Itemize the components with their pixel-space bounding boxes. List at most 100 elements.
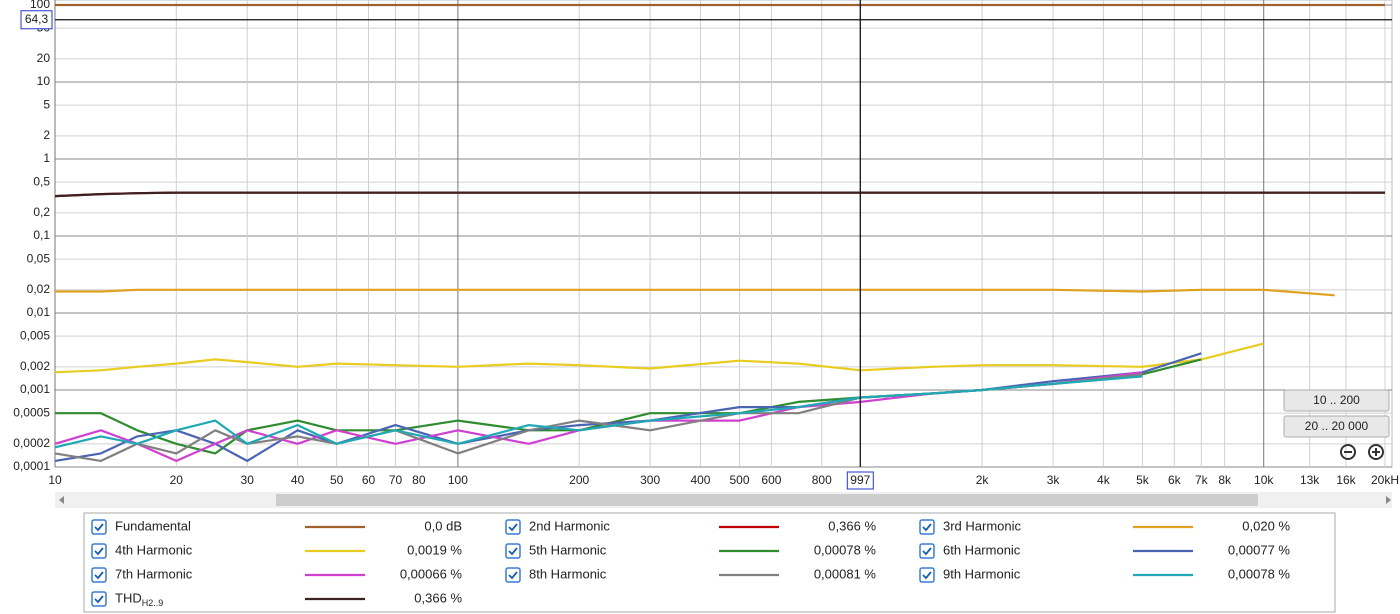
checkmark[interactable] (94, 523, 104, 532)
x-tick-label: 400 (690, 473, 710, 487)
checkmark[interactable] (94, 571, 104, 580)
y-tick-label: 0,0002 (13, 436, 50, 450)
cursor-x-label: 997 (850, 473, 870, 487)
checkmark[interactable] (94, 547, 104, 556)
legend-name: 2nd Harmonic (529, 518, 610, 533)
cursor-y-label: 64,3 (25, 12, 49, 26)
legend-checkbox[interactable] (91, 519, 107, 535)
x-tick-label: 30 (241, 473, 255, 487)
scroll-right-arrow[interactable] (1386, 496, 1391, 504)
y-tick-label: 0,01 (27, 305, 51, 319)
legend-checkbox[interactable] (505, 543, 521, 559)
y-tick-label: 10 (37, 74, 51, 88)
x-tick-label: 100 (448, 473, 468, 487)
x-tick-label: 16k (1336, 473, 1356, 487)
y-tick-label: 0,001 (20, 382, 50, 396)
y-tick-label: 0,2 (33, 205, 50, 219)
x-tick-label: 40 (291, 473, 305, 487)
x-tick-label: 20 (170, 473, 184, 487)
legend-checkbox[interactable] (91, 567, 107, 583)
legend-name-subscript: H2..9 (142, 598, 164, 608)
legend-box (83, 512, 1336, 613)
x-tick-label: 7k (1195, 473, 1209, 487)
y-tick-label: 0,0001 (13, 459, 50, 473)
x-tick-label: 80 (412, 473, 426, 487)
trace-line (54, 191, 1385, 198)
zoom-out[interactable] (1340, 444, 1356, 460)
y-tick-label: 1 (43, 151, 50, 165)
y-tick-label: 100 (30, 0, 50, 11)
legend-readout: 0,00081 % (814, 566, 877, 581)
y-tick-label: 0,005 (20, 328, 50, 342)
range-button[interactable] (1283, 389, 1390, 412)
legend-checkbox[interactable] (919, 567, 935, 583)
x-tick-label: 3k (1047, 473, 1061, 487)
legend-readout: 0,0019 % (407, 542, 462, 557)
legend-checkbox[interactable] (505, 519, 521, 535)
legend-name: 8th Harmonic (529, 566, 607, 581)
y-tick-label: 0,02 (27, 282, 51, 296)
y-tick-label: 0,5 (33, 174, 50, 188)
range-button-label[interactable]: 20 .. 20 000 (1305, 419, 1369, 433)
checkmark[interactable] (922, 571, 932, 580)
checkmark[interactable] (94, 595, 104, 604)
x-tick-label: 20kH (1371, 473, 1399, 487)
x-tick-label: 13k (1300, 473, 1320, 487)
y-tick-label: 5 (43, 97, 50, 111)
legend-checkbox[interactable] (505, 567, 521, 583)
legend-name: 4th Harmonic (115, 542, 193, 557)
trace-line (54, 375, 1143, 449)
legend-readout: 0,00078 % (1228, 566, 1291, 581)
x-tick-label: 8k (1218, 473, 1232, 487)
legend-readout: 0,020 % (1242, 518, 1290, 533)
x-tick-label: 60 (362, 473, 376, 487)
x-tick-label: 2k (976, 473, 990, 487)
y-tick-label: 20 (37, 51, 51, 65)
legend-readout: 0,00066 % (400, 566, 463, 581)
legend-readout: 0,0 dB (424, 518, 462, 533)
legend-name: 6th Harmonic (943, 542, 1021, 557)
legend-checkbox[interactable] (919, 543, 935, 559)
scroll-left-arrow[interactable] (59, 496, 64, 504)
legend-name: 7th Harmonic (115, 566, 193, 581)
checkmark[interactable] (922, 547, 932, 556)
checkmark[interactable] (508, 523, 518, 532)
checkmark[interactable] (922, 523, 932, 532)
traces (54, 3, 1385, 462)
plot-area (54, 0, 1393, 468)
checkmark[interactable] (508, 547, 518, 556)
legend-checkbox[interactable] (91, 591, 107, 607)
legend-readout: 0,00077 % (1228, 542, 1291, 557)
x-tick-label: 5k (1136, 473, 1150, 487)
cursor-y-box (20, 10, 53, 30)
legend-checkbox[interactable] (91, 543, 107, 559)
scrollbar-thumb[interactable] (276, 494, 1258, 506)
trace-line (55, 288, 1335, 297)
x-tick-label: 10k (1254, 473, 1274, 487)
legend-readout: 0,366 % (828, 518, 876, 533)
y-tick-label: 0,002 (20, 359, 50, 373)
x-tick-label: 10 (48, 473, 62, 487)
checkmark[interactable] (508, 571, 518, 580)
y-tick-label: 0,05 (27, 251, 51, 265)
zoom-in[interactable] (1368, 444, 1384, 460)
y-tick-label: 0,1 (33, 228, 50, 242)
legend-readout: 0,00078 % (814, 542, 877, 557)
x-tick-label: 600 (761, 473, 781, 487)
axes: 100 50 20 10 5 2 1 0,5 0,2 0,1 0,05 0,02 0,01 0,005 0,… (13, 0, 1399, 490)
x-tick-label: 70 (389, 473, 403, 487)
legend-checkbox[interactable] (919, 519, 935, 535)
legend-name: 9th Harmonic (943, 566, 1021, 581)
y-tick-label: 2 (43, 128, 50, 142)
x-tick-label: 6k (1168, 473, 1182, 487)
range-button[interactable] (1283, 415, 1390, 438)
x-tick-label: 500 (730, 473, 750, 487)
x-tick-label: 200 (569, 473, 589, 487)
legend-name: 5th Harmonic (529, 542, 607, 557)
cursor-x-box (846, 471, 874, 490)
range-button-label[interactable]: 10 .. 200 (1313, 393, 1360, 407)
legend-readout: 0,366 % (414, 590, 462, 605)
y-tick-label: 0,0005 (13, 405, 50, 419)
